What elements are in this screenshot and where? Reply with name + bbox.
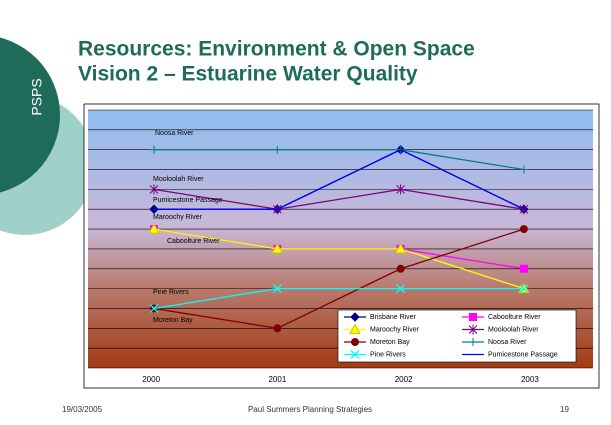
series-line [154,148,525,210]
marker [519,204,529,215]
x-tick-label: 2001 [268,375,286,384]
legend [337,309,577,363]
marker [350,312,360,322]
annotation: Pumicestone Passage [153,197,223,204]
decor-circle [0,37,60,193]
marker [149,184,159,195]
marker [396,264,405,273]
marker [519,264,528,273]
annotation: Pine Rivers [153,289,189,296]
legend-label: Mooloolah River [488,326,539,333]
legend-label: Pumicestone Passage [488,351,558,358]
marker [350,350,360,359]
x-tick-label: 2002 [395,375,413,384]
x-tick-label: 2003 [521,375,539,384]
title: Vision 2 – Estuarine Water Quality [78,63,418,86]
annotation: Caboolture River [167,238,220,245]
marker [273,324,282,333]
sidebar-label: PSPS [29,78,45,115]
marker [469,338,477,346]
marker [396,184,405,195]
marker [519,165,528,174]
annotation: Mooloolah River [153,176,204,183]
annotation: Moreton Bay [153,317,193,324]
marker [396,284,406,294]
marker [272,284,282,294]
marker [149,304,159,313]
marker [351,338,359,346]
marker [469,313,477,321]
marker [150,145,158,154]
footer-date: 19/03/2005 [62,405,103,414]
marker [148,223,160,234]
footer-author: Paul Summers Planning Strategies [248,405,372,414]
marker [271,242,284,254]
marker [519,284,529,294]
x-tick-label: 2000 [142,375,160,384]
series-line [153,228,525,290]
marker [394,242,407,254]
marker [349,323,361,334]
marker [519,225,528,234]
series-line [153,228,525,329]
chart: 2000 2001 2002 2003 Noosa River Mooloolah Riv… [88,109,593,384]
legend-label: Noosa River [488,339,527,346]
series-line [153,287,524,310]
legend-label: Maroochy River [370,326,420,333]
annotation: Maroochy River [153,214,203,221]
series-line [154,149,525,171]
series-line [153,188,525,210]
legend-label: Moreton Bay [370,339,410,346]
title: Resources: Environment & Open Space [78,38,475,61]
legend-label: Pine Rivers [370,351,406,358]
marker [468,324,478,335]
footer-page: 19 [560,405,569,414]
legend-label: Caboolture River [488,314,541,321]
annotation: Noosa River [155,130,194,137]
marker [273,145,282,154]
legend-label: Brisbane River [370,314,417,321]
